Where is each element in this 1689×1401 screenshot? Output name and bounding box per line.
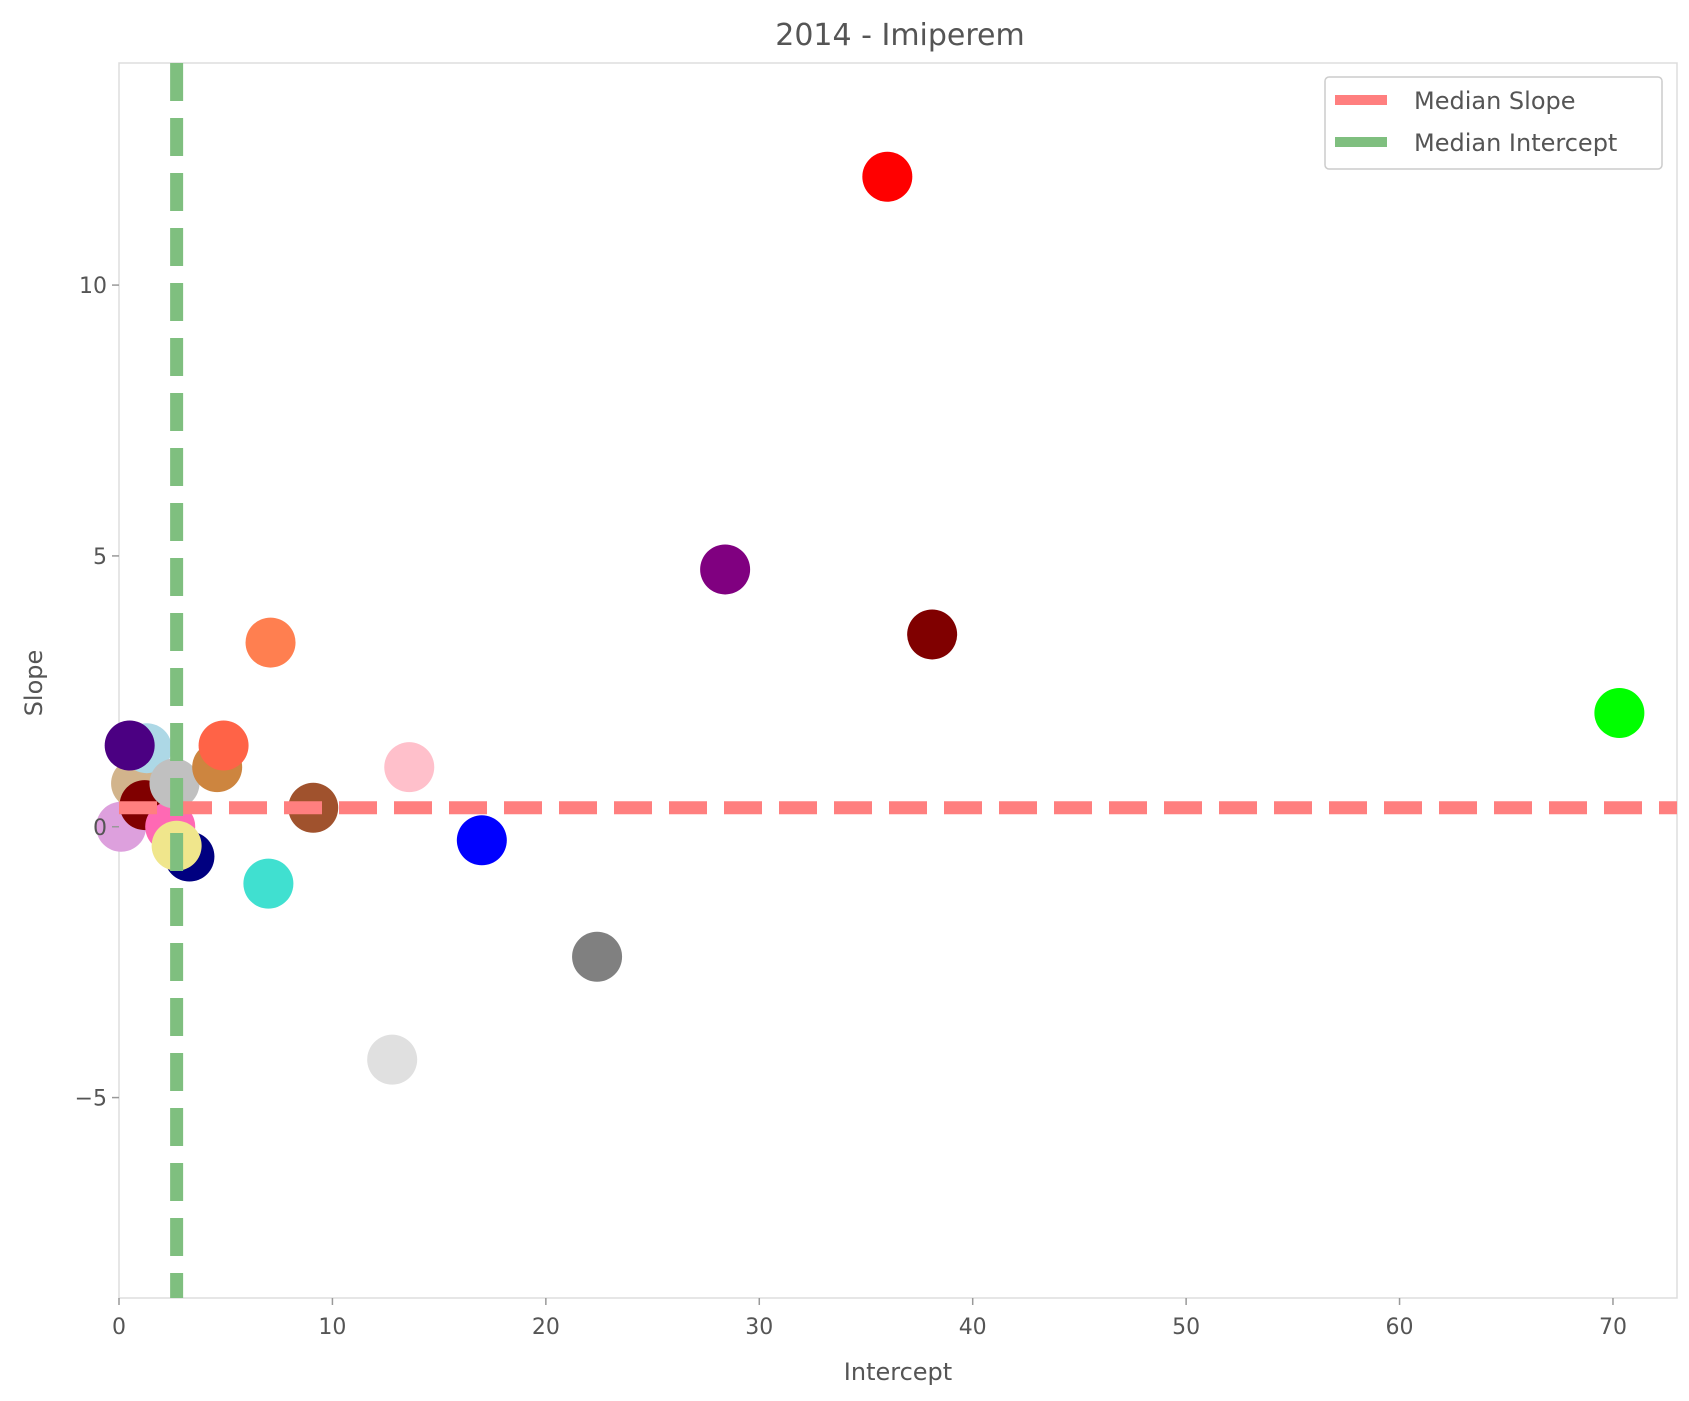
scatter-point: [572, 931, 623, 982]
legend-label-median-intercept: Median Intercept: [1414, 129, 1617, 157]
scatter-point: [198, 720, 249, 771]
y-tick-label: 10: [79, 274, 107, 299]
y-tick-label: 0: [93, 816, 107, 841]
y-axis-label: Slope: [20, 650, 48, 717]
scatter-point: [456, 815, 507, 866]
legend-frame: [1324, 76, 1663, 170]
chart-title: 2014 - Imiperem: [775, 18, 1025, 53]
data-points: [96, 151, 1645, 1085]
scatter-point: [1594, 688, 1645, 738]
scatter-point: [384, 742, 435, 793]
scatter-point: [104, 720, 155, 771]
x-tick-label: 40: [959, 1315, 987, 1340]
x-tick-label: 70: [1599, 1315, 1627, 1340]
legend: Median Slope Median Intercept: [1324, 76, 1663, 170]
scatter-point: [862, 151, 913, 202]
scatter-point: [245, 617, 296, 668]
x-tick-label: 60: [1386, 1315, 1414, 1340]
scatter-point: [243, 858, 294, 909]
reference-lines: [119, 63, 1677, 1298]
x-tick-label: 10: [318, 1315, 346, 1340]
x-ticks: 0 10 20 30 40 50 60 70: [112, 1298, 1627, 1340]
scatter-point: [907, 609, 958, 660]
x-tick-label: 50: [1172, 1315, 1200, 1340]
y-tick-label: 5: [93, 545, 107, 570]
x-tick-label: 20: [532, 1315, 560, 1340]
scatter-point: [700, 544, 751, 595]
plot-frame: [118, 62, 1678, 1299]
y-ticks: −5 0 5 10: [75, 274, 119, 1112]
scatter-point: [367, 1034, 418, 1085]
y-tick-label: −5: [75, 1087, 107, 1112]
x-tick-label: 30: [745, 1315, 773, 1340]
x-axis-label: Intercept: [844, 1358, 952, 1386]
x-tick-label: 0: [112, 1315, 126, 1340]
legend-label-median-slope: Median Slope: [1414, 87, 1576, 115]
